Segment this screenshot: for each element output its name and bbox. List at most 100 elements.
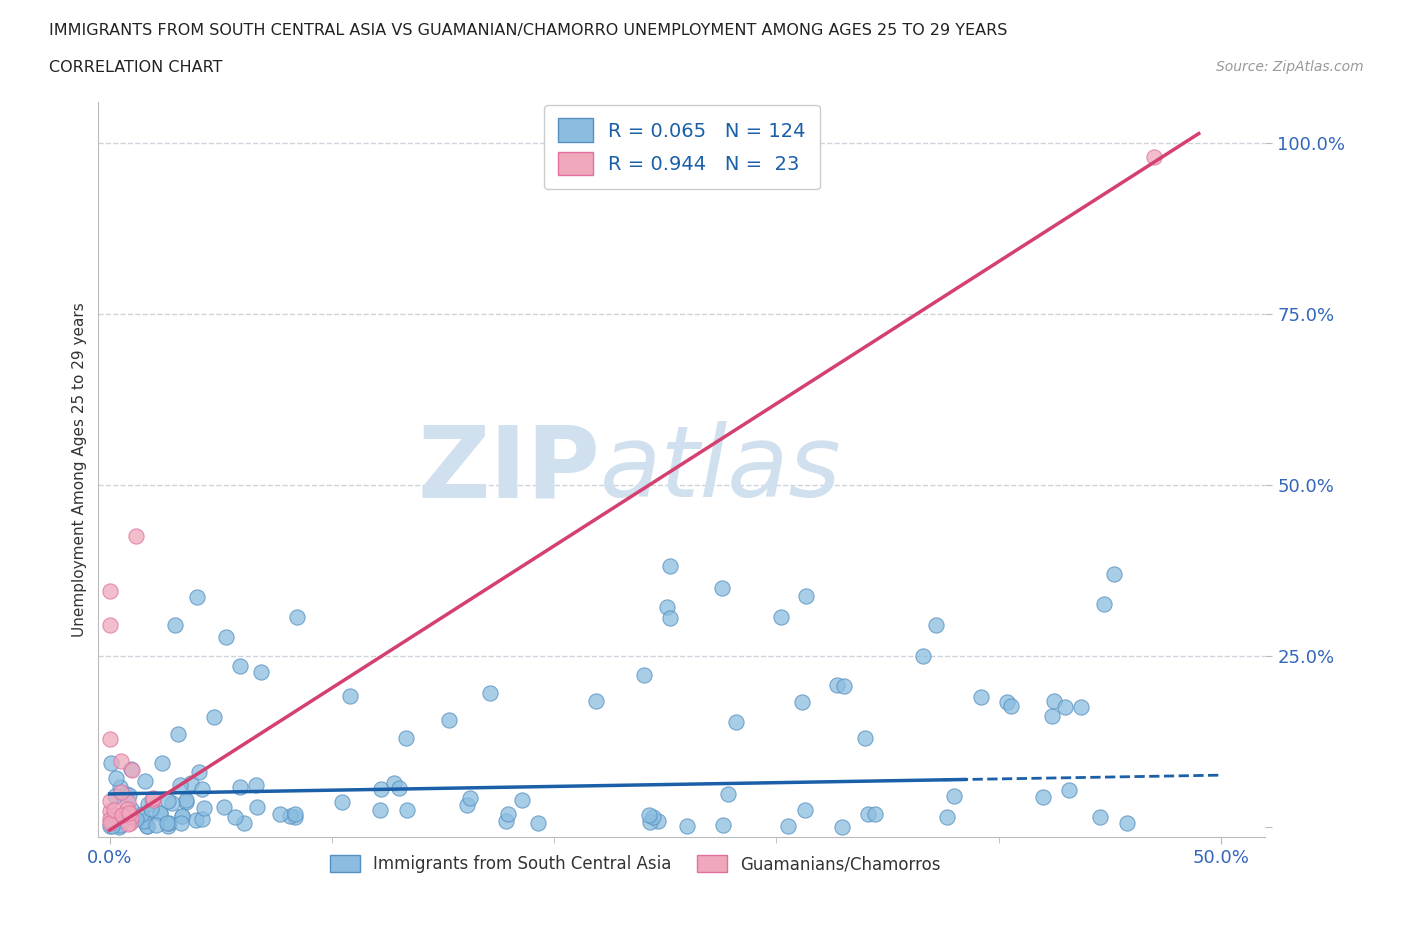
Point [103, 808, 125, 823]
Point [101, 818, 124, 833]
Point [832, 679, 855, 694]
Point [180, 776, 202, 790]
Point [98, 811, 121, 826]
Point [104, 789, 127, 804]
Point [191, 812, 214, 827]
Point [162, 795, 184, 810]
Point [169, 777, 191, 792]
Point [638, 807, 661, 822]
Point [1059, 783, 1081, 798]
Point [863, 807, 886, 822]
Point [858, 807, 880, 822]
Point [107, 819, 129, 834]
Point [142, 792, 165, 807]
Point [633, 668, 655, 683]
Point [120, 810, 142, 825]
Point [641, 809, 664, 824]
Point [825, 678, 848, 693]
Point [1092, 597, 1115, 612]
Point [370, 781, 392, 796]
Point [98, 793, 121, 808]
Point [117, 817, 139, 831]
Point [285, 609, 308, 624]
Point [121, 763, 143, 777]
Point [172, 808, 194, 823]
Point [134, 812, 156, 827]
Point [395, 731, 418, 746]
Point [1116, 816, 1139, 830]
Point [942, 789, 965, 804]
Point [724, 714, 747, 729]
Point [1143, 150, 1166, 165]
Point [224, 810, 246, 825]
Point [170, 816, 193, 830]
Point [969, 690, 991, 705]
Point [118, 788, 141, 803]
Point [98, 583, 121, 598]
Point [284, 810, 307, 825]
Point [437, 713, 460, 728]
Point [1032, 790, 1054, 804]
Point [98, 816, 121, 830]
Point [284, 806, 307, 821]
Point [125, 812, 148, 827]
Point [98, 804, 121, 818]
Point [120, 802, 142, 817]
Point [111, 807, 134, 822]
Point [229, 658, 252, 673]
Point [925, 618, 948, 632]
Point [136, 796, 159, 811]
Point [585, 694, 607, 709]
Point [156, 816, 179, 830]
Point [110, 753, 132, 768]
Point [98, 819, 121, 834]
Point [228, 779, 250, 794]
Point [191, 782, 214, 797]
Point [174, 792, 197, 807]
Point [1043, 693, 1066, 708]
Point [142, 790, 165, 805]
Point [770, 610, 793, 625]
Point [1040, 708, 1063, 723]
Point [676, 818, 699, 833]
Point [339, 688, 361, 703]
Point [186, 590, 208, 604]
Point [118, 816, 141, 830]
Point [717, 787, 740, 802]
Point [149, 806, 172, 821]
Point [111, 813, 134, 828]
Point [104, 770, 127, 785]
Y-axis label: Unemployment Among Ages 25 to 29 years: Unemployment Among Ages 25 to 29 years [72, 302, 87, 637]
Text: atlas: atlas [600, 421, 842, 518]
Point [186, 813, 208, 828]
Point [233, 816, 256, 830]
Point [120, 761, 142, 776]
Point [131, 807, 153, 822]
Point [215, 630, 238, 644]
Point [1000, 698, 1022, 713]
Point [382, 776, 405, 790]
Point [115, 787, 138, 802]
Point [647, 814, 669, 829]
Point [796, 588, 818, 603]
Point [995, 695, 1018, 710]
Point [936, 810, 959, 825]
Point [790, 695, 813, 710]
Legend: Immigrants from South Central Asia, Guamanians/Chamorros: Immigrants from South Central Asia, Guam… [323, 848, 948, 880]
Point [368, 802, 391, 817]
Point [167, 726, 190, 741]
Point [1102, 566, 1125, 581]
Point [139, 802, 162, 817]
Point [118, 805, 141, 820]
Point [110, 808, 132, 823]
Point [108, 818, 131, 833]
Point [149, 805, 172, 820]
Point [659, 558, 682, 573]
Point [212, 800, 235, 815]
Point [658, 611, 681, 626]
Point [188, 764, 211, 779]
Point [495, 813, 517, 828]
Point [388, 781, 411, 796]
Point [527, 816, 550, 830]
Point [330, 794, 353, 809]
